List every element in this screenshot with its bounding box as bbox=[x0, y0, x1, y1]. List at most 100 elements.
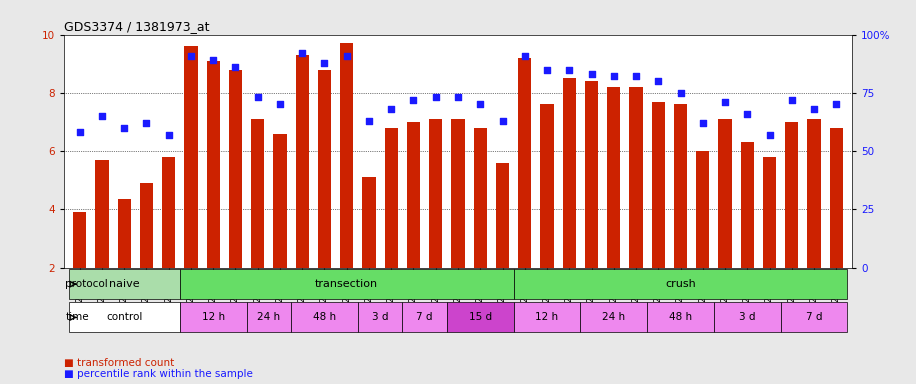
Bar bbox=[714, 303, 780, 333]
Point bbox=[829, 101, 844, 108]
Text: 12 h: 12 h bbox=[536, 313, 559, 323]
Bar bbox=[496, 163, 509, 268]
Bar bbox=[474, 128, 487, 268]
Bar bbox=[452, 119, 464, 268]
Bar bbox=[69, 269, 180, 299]
Bar bbox=[562, 78, 576, 268]
Bar bbox=[246, 303, 291, 333]
Text: ■ percentile rank within the sample: ■ percentile rank within the sample bbox=[64, 369, 253, 379]
Point bbox=[161, 132, 176, 138]
Point bbox=[762, 132, 777, 138]
Bar bbox=[229, 70, 242, 268]
Bar bbox=[584, 81, 598, 268]
Point bbox=[628, 73, 643, 79]
Bar bbox=[830, 128, 843, 268]
Bar bbox=[180, 303, 246, 333]
Bar bbox=[518, 58, 531, 268]
Bar bbox=[647, 303, 714, 333]
Text: 3 d: 3 d bbox=[739, 313, 756, 323]
Bar bbox=[763, 157, 776, 268]
Text: 48 h: 48 h bbox=[669, 313, 692, 323]
Point bbox=[340, 53, 354, 59]
Point bbox=[518, 53, 532, 59]
Point bbox=[562, 66, 576, 73]
Point bbox=[473, 101, 487, 108]
Point bbox=[673, 90, 688, 96]
Point bbox=[406, 97, 420, 103]
Text: ■ transformed count: ■ transformed count bbox=[64, 358, 174, 368]
Point bbox=[384, 106, 398, 112]
Text: naive: naive bbox=[109, 279, 139, 289]
Bar bbox=[117, 199, 131, 268]
Text: crush: crush bbox=[665, 279, 696, 289]
Bar bbox=[180, 269, 514, 299]
Bar bbox=[607, 87, 620, 268]
Bar bbox=[95, 160, 109, 268]
Point bbox=[295, 50, 310, 56]
Bar bbox=[696, 151, 710, 268]
Text: time: time bbox=[65, 313, 89, 323]
Bar bbox=[73, 212, 86, 268]
Point bbox=[584, 71, 599, 77]
Bar bbox=[140, 183, 153, 268]
Bar bbox=[718, 119, 732, 268]
Point bbox=[695, 120, 710, 126]
Point bbox=[740, 111, 755, 117]
Bar bbox=[273, 134, 287, 268]
Bar bbox=[629, 87, 643, 268]
Bar bbox=[291, 303, 358, 333]
Bar bbox=[184, 46, 198, 268]
Text: 15 d: 15 d bbox=[469, 313, 492, 323]
Text: control: control bbox=[106, 313, 142, 323]
Bar bbox=[514, 269, 847, 299]
Text: GDS3374 / 1381973_at: GDS3374 / 1381973_at bbox=[64, 20, 210, 33]
Text: 12 h: 12 h bbox=[202, 313, 224, 323]
Point bbox=[183, 53, 198, 59]
Point bbox=[807, 106, 822, 112]
Bar bbox=[514, 303, 581, 333]
Bar bbox=[741, 142, 754, 268]
Text: 7 d: 7 d bbox=[806, 313, 823, 323]
Bar bbox=[206, 61, 220, 268]
Bar bbox=[651, 101, 665, 268]
Bar bbox=[429, 119, 442, 268]
Bar bbox=[363, 177, 376, 268]
Point bbox=[451, 94, 465, 101]
Point bbox=[94, 113, 109, 119]
Bar bbox=[358, 303, 402, 333]
Text: 24 h: 24 h bbox=[602, 313, 626, 323]
Point bbox=[606, 73, 621, 79]
Text: transection: transection bbox=[315, 279, 378, 289]
Bar bbox=[162, 157, 175, 268]
Text: 48 h: 48 h bbox=[313, 313, 336, 323]
Text: 24 h: 24 h bbox=[257, 313, 280, 323]
Text: 3 d: 3 d bbox=[372, 313, 388, 323]
Bar bbox=[447, 303, 514, 333]
Bar bbox=[296, 55, 309, 268]
Bar bbox=[780, 303, 847, 333]
Point bbox=[273, 101, 288, 108]
Bar bbox=[581, 303, 647, 333]
Point bbox=[72, 129, 87, 136]
Bar bbox=[402, 303, 447, 333]
Point bbox=[429, 94, 443, 101]
Bar bbox=[674, 104, 687, 268]
Point bbox=[784, 97, 799, 103]
Bar bbox=[785, 122, 799, 268]
Bar bbox=[385, 128, 398, 268]
Point bbox=[117, 125, 132, 131]
Bar bbox=[540, 104, 553, 268]
Point bbox=[496, 118, 510, 124]
Point bbox=[206, 57, 221, 63]
Point bbox=[139, 120, 154, 126]
Point bbox=[540, 66, 554, 73]
Bar bbox=[251, 119, 265, 268]
Text: 7 d: 7 d bbox=[417, 313, 433, 323]
Point bbox=[362, 118, 376, 124]
Bar bbox=[407, 122, 420, 268]
Point bbox=[317, 60, 332, 66]
Bar bbox=[318, 70, 332, 268]
Text: protocol: protocol bbox=[65, 279, 108, 289]
Point bbox=[228, 64, 243, 70]
Point bbox=[250, 94, 265, 101]
